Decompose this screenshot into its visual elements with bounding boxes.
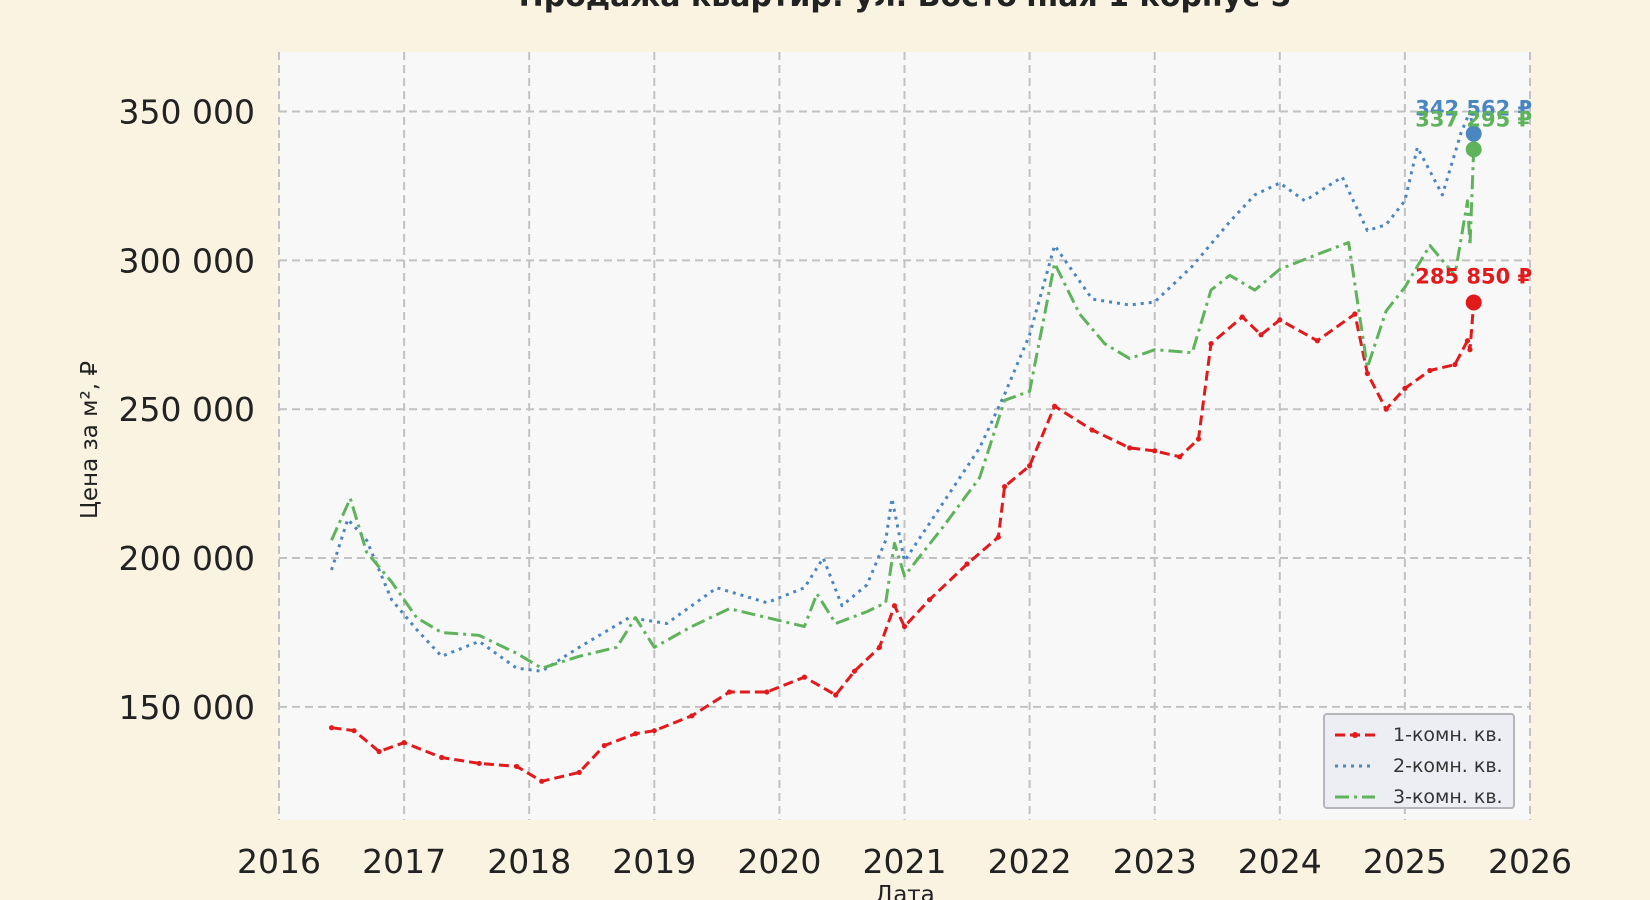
legend-swatch: [1335, 795, 1375, 798]
series-point: [901, 623, 908, 630]
series-point: [539, 778, 545, 784]
series-point: [601, 742, 607, 749]
x-tick-label: 2016: [237, 842, 321, 881]
legend-swatch: [1335, 764, 1375, 767]
series-point: [833, 692, 839, 698]
series-point: [1208, 341, 1214, 347]
series-point: [1152, 448, 1158, 454]
series-point: [876, 644, 883, 650]
series-point: [632, 731, 639, 737]
series-point: [351, 728, 357, 734]
series-point: [328, 725, 335, 731]
series-point: [1427, 367, 1433, 374]
series-point: [1402, 385, 1408, 391]
series-point: [476, 760, 482, 767]
series-point: [1383, 406, 1389, 412]
y-axis-label: Цена за м², ₽: [77, 361, 103, 519]
x-tick-label: 2021: [863, 842, 947, 881]
series-layer: [328, 110, 1477, 784]
series-point: [891, 603, 898, 609]
series-line-3: [330, 149, 1476, 670]
x-tick-label: 2018: [487, 842, 571, 881]
series-point: [1258, 332, 1264, 338]
legend-label: 2-комн. кв.: [1393, 754, 1503, 777]
series-point: [801, 674, 808, 680]
legend-item: 1-комн. кв.: [1333, 719, 1513, 750]
legend-label: 3-комн. кв.: [1393, 785, 1503, 808]
series-point: [1314, 338, 1320, 344]
chart-title: Продажа квартир: ул. Восточная 1 корпус …: [519, 0, 1292, 14]
series-point: [726, 689, 732, 695]
y-tick-label: 200 000: [119, 539, 255, 578]
series-point: [1277, 317, 1283, 323]
series-point: [764, 689, 770, 695]
series-point: [1239, 314, 1245, 320]
y-tick-label: 150 000: [119, 688, 255, 727]
series-point: [995, 534, 1001, 540]
series-point: [1352, 311, 1358, 317]
endpoint-marker: [1465, 294, 1482, 311]
endpoint-marker: [1465, 141, 1482, 158]
legend-label: 1-комн. кв.: [1393, 723, 1503, 746]
series-point: [514, 763, 520, 770]
x-tick-label: 2019: [612, 842, 696, 881]
x-tick-labels: 2016 2017 2018 2019 2020 2021 2022 2023 2024 2025…: [237, 842, 1572, 881]
series-point: [651, 728, 657, 734]
series-point: [926, 597, 933, 603]
endpoint-marker: [1465, 125, 1482, 142]
x-tick-label: 2024: [1238, 842, 1322, 881]
x-tick-label: 2025: [1363, 842, 1447, 881]
chart-legend: 1-комн. кв. 2-комн. кв. 3-комн. кв.: [1323, 713, 1515, 809]
series-point: [1001, 484, 1008, 490]
series-point: [1464, 338, 1471, 344]
x-tick-label: 2020: [737, 842, 821, 881]
series-point: [1364, 370, 1370, 377]
x-tick-label: 2017: [362, 842, 446, 881]
endpoint-label: 337 295 ₽: [1415, 107, 1532, 131]
series-point: [401, 740, 407, 746]
series-point: [1027, 463, 1033, 469]
y-tick-label: 350 000: [119, 93, 255, 132]
series-point: [1195, 436, 1202, 442]
endpoint-layer: 285 850 ₽ 342 562 ₽337 295 ₽: [1415, 97, 1532, 311]
x-tick-label: 2026: [1488, 842, 1572, 881]
x-gridlines: [278, 52, 1531, 820]
series-point: [576, 769, 582, 775]
series-point: [376, 748, 382, 755]
endpoint-label: 285 850 ₽: [1415, 264, 1532, 288]
y-tick-label: 250 000: [119, 390, 255, 429]
legend-item: 3-комн. кв.: [1333, 781, 1513, 812]
y-tick-label: 300 000: [119, 241, 255, 280]
series-point: [1177, 454, 1183, 460]
x-tick-label: 2023: [1113, 842, 1197, 881]
series-point: [1089, 427, 1095, 433]
y-tick-labels: 150 000 200 000 250 000 300 000 350 000: [119, 93, 255, 727]
series-point: [851, 668, 858, 674]
series-point: [1127, 445, 1133, 451]
x-tick-label: 2022: [988, 842, 1072, 881]
series-line-1: [331, 302, 1476, 783]
series-line-2: [330, 110, 1476, 673]
series-point: [964, 561, 970, 567]
series-point: [1467, 347, 1473, 353]
series-point: [1052, 403, 1058, 409]
legend-item: 2-комн. кв.: [1333, 750, 1513, 781]
series-point: [439, 754, 445, 761]
series-point: [689, 713, 695, 719]
x-axis-label: Дата: [875, 882, 935, 900]
endpoint-label: 342 562 ₽: [1415, 97, 1532, 121]
series-point: [1452, 361, 1458, 368]
legend-swatch: [1335, 731, 1375, 738]
